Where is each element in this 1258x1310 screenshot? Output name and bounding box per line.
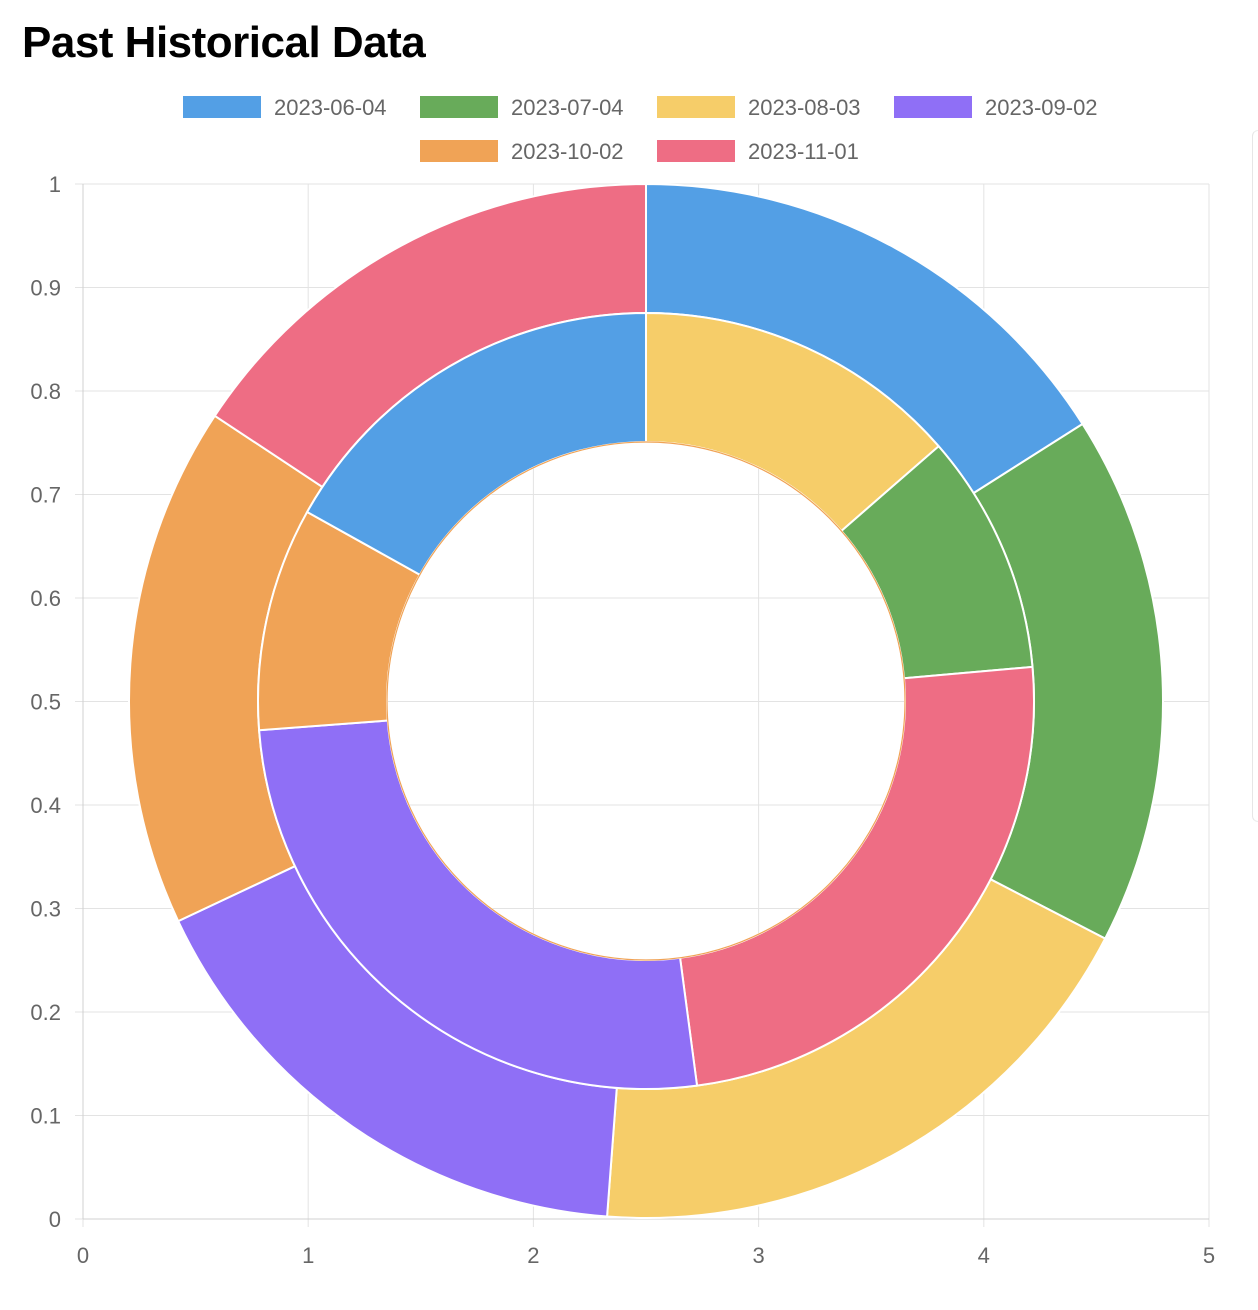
y-tick-label: 1 <box>49 172 61 197</box>
x-tick-label: 3 <box>752 1243 764 1268</box>
y-tick-label: 0.7 <box>30 483 61 508</box>
legend-label: 2023-09-02 <box>985 95 1098 120</box>
y-tick-label: 0.3 <box>30 897 61 922</box>
legend-swatch <box>183 96 261 118</box>
y-tick-label: 0.4 <box>30 793 61 818</box>
legend-label: 2023-07-04 <box>511 95 624 120</box>
legend-swatch <box>894 96 972 118</box>
legend-label: 2023-10-02 <box>511 139 624 164</box>
y-tick-label: 0.1 <box>30 1104 61 1129</box>
x-tick-label: 4 <box>978 1243 990 1268</box>
x-tick-label: 2 <box>527 1243 539 1268</box>
legend-swatch <box>420 140 498 162</box>
adjacent-panel-edge <box>1252 130 1258 822</box>
x-tick-label: 1 <box>302 1243 314 1268</box>
legend-swatch <box>420 96 498 118</box>
doughnut-hole-outline <box>386 441 906 961</box>
y-tick-label: 0.5 <box>30 690 61 715</box>
y-tick-label: 0.8 <box>30 379 61 404</box>
page-title: Past Historical Data <box>22 18 426 67</box>
x-tick-label: 5 <box>1203 1243 1215 1268</box>
x-tick-label: 0 <box>77 1243 89 1268</box>
legend-swatch <box>657 96 735 118</box>
y-tick-label: 0.9 <box>30 276 61 301</box>
y-tick-label: 0.2 <box>30 1000 61 1025</box>
legend-label: 2023-08-03 <box>748 95 861 120</box>
legend-swatch <box>657 140 735 162</box>
y-tick-label: 0 <box>49 1207 61 1232</box>
y-tick-label: 0.6 <box>30 586 61 611</box>
legend-label: 2023-06-04 <box>274 95 387 120</box>
legend-label: 2023-11-01 <box>748 139 859 164</box>
